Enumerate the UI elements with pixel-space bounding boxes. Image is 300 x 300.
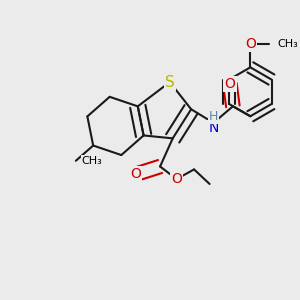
Text: O: O (245, 37, 256, 51)
Text: O: O (130, 167, 141, 181)
Text: N: N (208, 121, 219, 135)
Text: O: O (224, 77, 236, 91)
Text: CH₃: CH₃ (82, 156, 102, 166)
Text: O: O (171, 172, 182, 186)
Text: S: S (165, 75, 175, 90)
Text: H: H (209, 110, 218, 122)
Text: CH₃: CH₃ (277, 39, 298, 49)
